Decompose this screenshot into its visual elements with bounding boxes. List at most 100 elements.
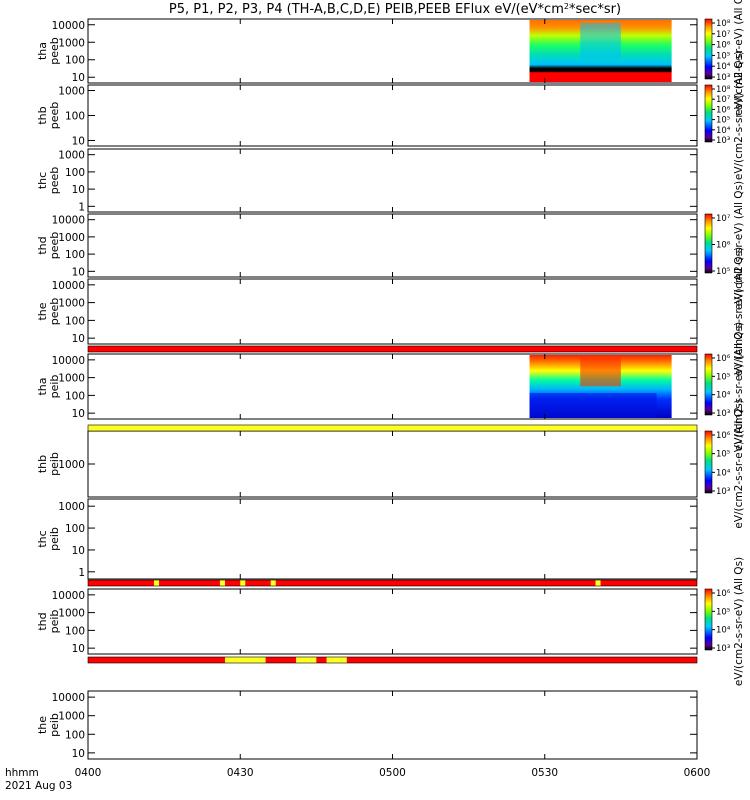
y-axis-label: peib bbox=[48, 375, 61, 399]
colorbar-tick-label: 10⁷ bbox=[716, 95, 731, 105]
date-label: 2021 Aug 03 bbox=[5, 780, 72, 792]
colorbar-tick-label: 10⁷ bbox=[716, 214, 731, 224]
colorbar-tick-label: 10⁴ bbox=[716, 626, 731, 636]
colorbar-tick-label: 10⁶ bbox=[716, 41, 731, 51]
y-axis-label: the bbox=[36, 302, 49, 320]
colorbar-tick-label: 10³ bbox=[716, 136, 730, 146]
y-tick-label: 10000 bbox=[52, 280, 85, 292]
y-tick-label: 10000 bbox=[52, 20, 85, 32]
panel-frame bbox=[87, 148, 698, 213]
y-tick-label: 100 bbox=[65, 55, 85, 67]
y-tick-label: 100 bbox=[65, 111, 85, 123]
y-axis-label: thc bbox=[36, 530, 49, 547]
panel-frame bbox=[87, 84, 698, 147]
y-tick-label: 1000 bbox=[58, 608, 85, 620]
y-tick-label: 100 bbox=[65, 167, 85, 179]
colorbar-tick-label: 10⁶ bbox=[716, 241, 731, 251]
colorbar-tick-label: 10⁴ bbox=[716, 126, 731, 136]
y-tick-label: 100 bbox=[65, 249, 85, 261]
y-axis-label: thd bbox=[36, 612, 49, 630]
y-axis-label: thb bbox=[36, 106, 49, 124]
status-bar-thd_peib bbox=[87, 656, 698, 664]
y-axis-label: peib bbox=[48, 610, 61, 634]
colorbar-tick-label: 10⁵ bbox=[716, 607, 730, 617]
y-axis-label: thd bbox=[36, 236, 49, 254]
status-segment bbox=[270, 580, 276, 586]
y-tick-label: 100 bbox=[65, 625, 85, 637]
colorbar-tick-label: 10⁵ bbox=[716, 372, 730, 382]
y-tick-label: 1000 bbox=[58, 232, 85, 244]
spectrogram-feature bbox=[580, 357, 621, 387]
colorbar-label: eV/(cm2-s-sr-eV) (All Qs) bbox=[733, 0, 745, 116]
panel-frame bbox=[87, 430, 698, 498]
panel-frame bbox=[87, 690, 698, 760]
colorbar-label: eV/(cm2-s-sr-eV) (All Qs) bbox=[733, 51, 745, 180]
y-tick-label: 10 bbox=[72, 136, 85, 148]
status-segment bbox=[595, 580, 601, 586]
x-tick-label: 0530 bbox=[531, 767, 558, 779]
colorbar-tick-label: 10⁴ bbox=[716, 468, 731, 478]
colorbar-tick-label: 10⁶ bbox=[716, 105, 731, 115]
x-tick-label: 0430 bbox=[227, 767, 254, 779]
spectrogram-feature bbox=[580, 23, 621, 59]
colorbar-tick-label: 10⁵ bbox=[716, 116, 730, 126]
panel-frame bbox=[87, 213, 698, 278]
y-tick-label: 1000 bbox=[58, 37, 85, 49]
x-tick-label: 0400 bbox=[75, 767, 102, 779]
y-axis-label: tha bbox=[36, 377, 49, 395]
y-tick-label: 1000 bbox=[58, 711, 85, 723]
status-segment bbox=[88, 346, 697, 352]
panel-thc_peib: 1 10 100 1000 thc peib bbox=[36, 498, 698, 580]
y-tick-label: 10 bbox=[72, 545, 85, 557]
colorbar-tick-label: 10⁵ bbox=[716, 450, 730, 460]
colorbar-tick-label: 10³ bbox=[716, 644, 730, 654]
y-tick-label: 10000 bbox=[52, 355, 85, 367]
colorbar-tick-label: 10⁶ bbox=[716, 589, 731, 599]
status-bar-frame bbox=[87, 579, 698, 587]
y-tick-label: 100 bbox=[65, 315, 85, 327]
x-tick-label: 0500 bbox=[379, 767, 406, 779]
y-axis-label: peeb bbox=[48, 37, 61, 65]
status-bar-thc_peib bbox=[87, 579, 698, 587]
y-axis-label: peeb bbox=[48, 167, 61, 195]
y-tick-label: 1000 bbox=[58, 150, 85, 162]
colorbar-tick-label: 10⁸ bbox=[716, 19, 731, 29]
colorbar-thb_peeb bbox=[704, 84, 713, 143]
y-tick-label: 10000 bbox=[52, 692, 85, 704]
y-tick-label: 10 bbox=[72, 748, 85, 760]
status-segment bbox=[88, 425, 697, 431]
y-axis-label: thb bbox=[36, 455, 49, 473]
y-axis-label: peib bbox=[48, 713, 61, 737]
y-tick-label: 1 bbox=[78, 201, 85, 213]
colorbar-tick-label: 10⁶ bbox=[716, 431, 731, 441]
y-axis-label: thc bbox=[36, 172, 49, 189]
y-tick-label: 1000 bbox=[58, 459, 85, 471]
y-tick-label: 1000 bbox=[58, 85, 85, 97]
y-axis-label: the bbox=[36, 716, 49, 734]
y-tick-label: 10 bbox=[72, 643, 85, 655]
colorbar-tick-label: 10⁵ bbox=[716, 267, 730, 277]
status-segment bbox=[326, 657, 347, 663]
y-tick-label: 1000 bbox=[58, 373, 85, 385]
colorbar-thd_peeb bbox=[704, 213, 713, 274]
y-tick-label: 100 bbox=[65, 390, 85, 402]
colorbar-thb_peib bbox=[704, 430, 713, 494]
y-tick-label: 1000 bbox=[58, 298, 85, 310]
status-bar-the_peeb bbox=[87, 345, 698, 353]
y-axis-label: tha bbox=[36, 42, 49, 60]
colorbar-label: eV/(cm2-s-sr-eV) (All Qs) bbox=[733, 322, 745, 451]
panel-frame bbox=[87, 278, 698, 345]
colorbar-tick-label: 10³ bbox=[716, 409, 730, 419]
panel-thc_peeb: 1 10 100 1000 thc peeb bbox=[36, 148, 698, 213]
colorbar-label: eV/(cm2-s-sr-eV) (All Qs) bbox=[733, 247, 745, 376]
y-tick-label: 10000 bbox=[52, 215, 85, 227]
y-axis-label: peib bbox=[48, 452, 61, 476]
y-tick-label: 100 bbox=[65, 523, 85, 535]
y-tick-label: 1000 bbox=[58, 501, 85, 513]
colorbar-tick-label: 10⁸ bbox=[716, 85, 731, 95]
panel-frame bbox=[87, 498, 698, 580]
